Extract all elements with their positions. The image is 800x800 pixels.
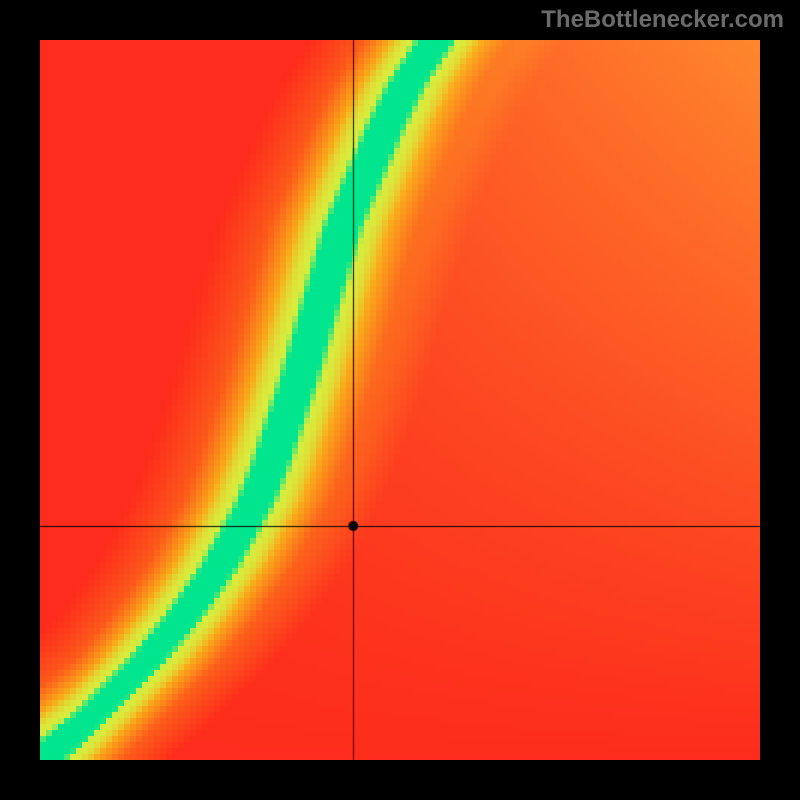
watermark-text: TheBottlenecker.com: [541, 6, 784, 34]
chart-container: TheBottlenecker.com: [0, 0, 800, 800]
bottleneck-heatmap: [0, 0, 800, 800]
